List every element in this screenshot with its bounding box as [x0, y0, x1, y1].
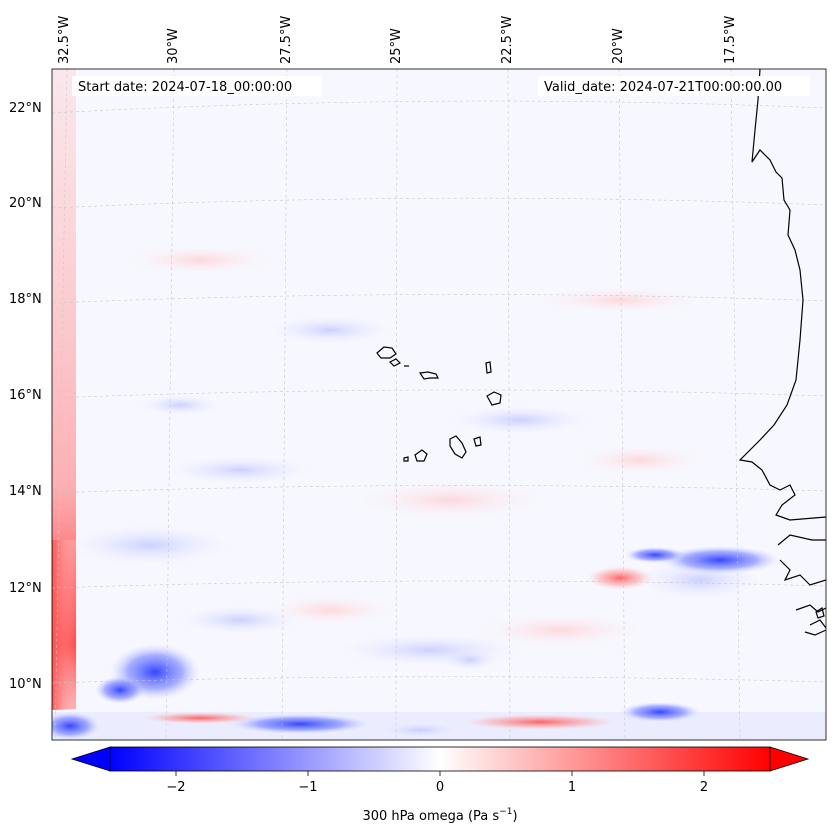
lat-label-16n: 16°N [9, 388, 42, 403]
lat-label-12n: 12°N [9, 581, 42, 596]
lat-label-20n: 20°N [9, 196, 42, 211]
island-santo-antao [376, 346, 397, 359]
lat-label-14n: 14°N [9, 484, 42, 499]
island-sal [485, 361, 492, 374]
island-santiago [449, 435, 467, 459]
colorbar-extend-right [769, 746, 810, 772]
coastline [376, 69, 826, 636]
colorbar: −2 −1 0 1 2 300 hPa omega (Pa s−1) [70, 746, 810, 824]
start-date-text: Start date: 2024-07-18_00:00:00 [78, 80, 292, 95]
lat-label-10n: 10°N [9, 677, 42, 692]
colorbar-tick-label: 1 [568, 780, 576, 795]
colorbar-tick-label: −1 [298, 780, 317, 795]
lon-label-22-5w: 22.5°W [500, 16, 515, 64]
african-coast [738, 69, 826, 636]
bissagos-islands [815, 607, 825, 619]
lon-label-20w: 20°W [611, 28, 626, 64]
island-fogo [414, 449, 428, 462]
colorbar-tick-label: −2 [166, 780, 185, 795]
lat-label-22n: 22°N [9, 101, 42, 116]
lat-label-18n: 18°N [9, 292, 42, 307]
colorbar-ticks: −2 −1 0 1 2 [166, 771, 708, 795]
island-brava [403, 456, 409, 462]
colorbar-extend-left [70, 746, 111, 772]
graticule [52, 69, 826, 740]
island-maio [473, 436, 482, 447]
map-frame [51, 68, 827, 741]
map-panel: Start date: 2024-07-18_00:00:00 Valid_da… [51, 68, 827, 741]
colorbar-body [109, 746, 771, 772]
colorbar-label: 300 hPa omega (Pa s−1) [362, 807, 517, 824]
lon-label-32-5w: 32.5°W [57, 16, 72, 64]
island-boa-vista [486, 391, 502, 406]
valid-date-box [538, 76, 810, 96]
lon-label-27-5w: 27.5°W [279, 16, 294, 64]
latitude-labels: 22°N 20°N 18°N 16°N 14°N 12°N 10°N [9, 101, 42, 692]
colorbar-tick-label: 2 [700, 780, 708, 795]
lon-label-25w: 25°W [389, 28, 404, 64]
colorbar-tick-label: 0 [436, 780, 444, 795]
start-date-box [72, 76, 322, 96]
lon-label-30w: 30°W [166, 28, 181, 64]
valid-date-text: Valid_date: 2024-07-21T00:00:00.00 [544, 80, 782, 95]
longitude-labels: 32.5°W 30°W 27.5°W 25°W 22.5°W 20°W 17.5… [57, 16, 738, 64]
omega-field [52, 69, 826, 740]
island-sao-nicolau [418, 371, 439, 380]
lon-label-17-5w: 17.5°W [723, 16, 738, 64]
island-sao-vicente [388, 358, 402, 367]
